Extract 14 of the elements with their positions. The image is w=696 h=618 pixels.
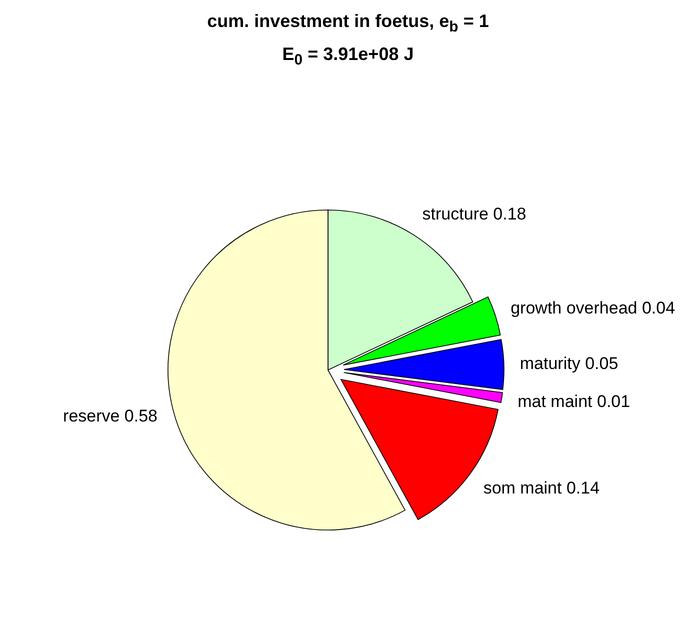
slice-label: reserve xyxy=(63,406,120,426)
data-label: 0.04 xyxy=(642,298,676,318)
data-label: 0.14 xyxy=(566,478,600,498)
chart-subtitle: E$_{0}$ = 3.91e+08 J xyxy=(282,43,414,71)
chart-title: cum. investment in foetus, e$_{b}$ = 1 xyxy=(207,10,489,38)
slice-label: growth overhead xyxy=(510,298,638,318)
data-label: 0.05 xyxy=(585,354,618,374)
slice-label: structure xyxy=(422,204,488,224)
slice-label: mat maint xyxy=(518,392,593,411)
data-label: 0.01 xyxy=(596,392,630,411)
slice-label: som maint xyxy=(483,478,562,498)
slice-label: maturity xyxy=(520,354,581,374)
data-label: 0.18 xyxy=(493,204,526,224)
data-label: 0.58 xyxy=(124,406,158,426)
